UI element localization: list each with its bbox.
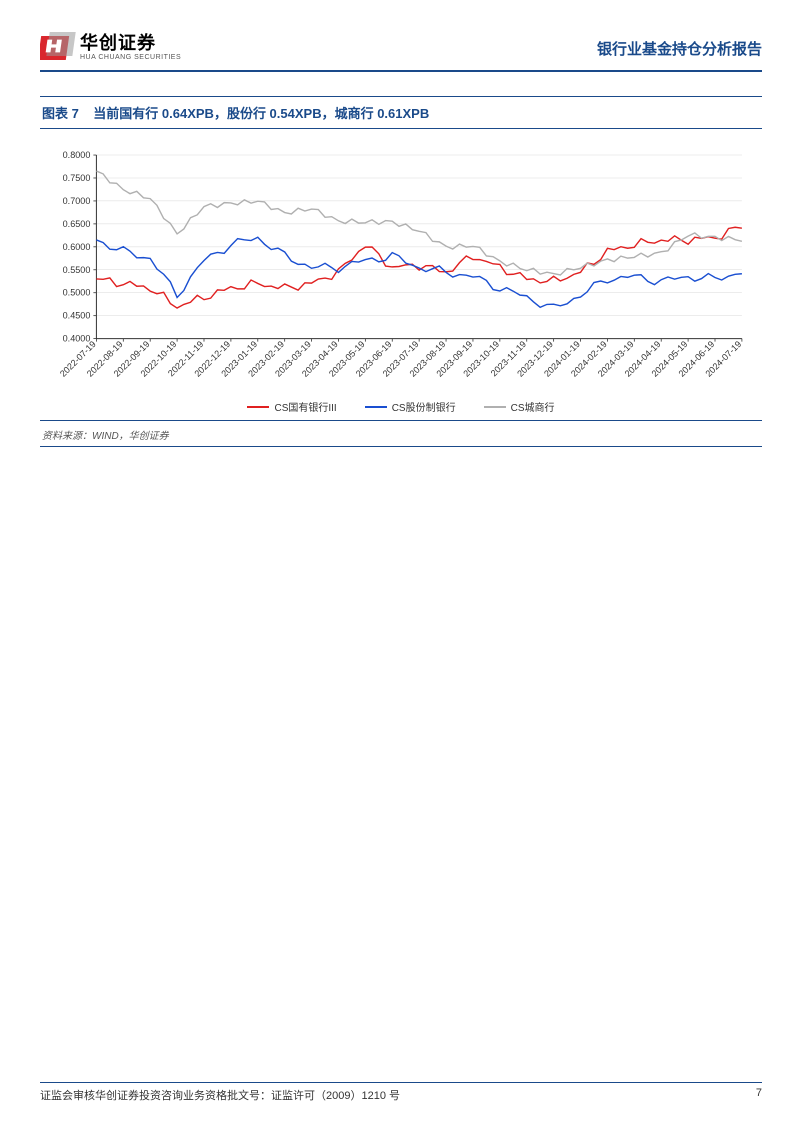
footer-license: 证监会审核华创证券投资咨询业务资格批文号：证监许可（2009）1210 号 <box>40 1087 400 1103</box>
header: 华创证券 HUA CHUANG SECURITIES 银行业基金持仓分析报告 <box>40 30 762 72</box>
logo-text-cn: 华创证券 <box>80 34 181 54</box>
svg-text:0.5000: 0.5000 <box>63 288 91 298</box>
legend-item: CS城商行 <box>484 399 555 414</box>
legend-label: CS城商行 <box>511 399 555 414</box>
svg-text:0.4500: 0.4500 <box>63 311 91 321</box>
chart-legend: CS国有银行III CS股份制银行 CS城商行 <box>48 399 754 414</box>
source-note: 资料来源：WIND，华创证券 <box>40 420 762 446</box>
svg-text:0.6000: 0.6000 <box>63 242 91 252</box>
page: 华创证券 HUA CHUANG SECURITIES 银行业基金持仓分析报告 图… <box>0 0 802 1133</box>
report-title: 银行业基金持仓分析报告 <box>597 38 762 59</box>
legend-color-line <box>247 406 269 408</box>
svg-text:0.4000: 0.4000 <box>63 334 91 344</box>
svg-text:0.6500: 0.6500 <box>63 219 91 229</box>
caption-prefix: 图表 7 <box>42 106 79 121</box>
figure-caption: 图表 7 当前国有行 0.64XPB，股份行 0.54XPB，城商行 0.61X… <box>40 97 762 129</box>
svg-text:0.8000: 0.8000 <box>63 150 91 160</box>
figure-section: 图表 7 当前国有行 0.64XPB，股份行 0.54XPB，城商行 0.61X… <box>40 96 762 447</box>
caption-text: 当前国有行 0.64XPB，股份行 0.54XPB，城商行 0.61XPB <box>93 106 429 121</box>
logo: 华创证券 HUA CHUANG SECURITIES <box>40 30 181 66</box>
svg-text:0.7000: 0.7000 <box>63 196 91 206</box>
footer: 证监会审核华创证券投资咨询业务资格批文号：证监许可（2009）1210 号 7 <box>40 1082 762 1103</box>
line-chart: 0.4000 0.4500 0.5000 0.5500 0.6000 0.6500 0.70… <box>48 143 754 393</box>
legend-color-line <box>484 406 506 408</box>
legend-label: CS国有银行III <box>274 399 336 414</box>
chart-container: 0.4000 0.4500 0.5000 0.5500 0.6000 0.6500 0.70… <box>40 129 762 420</box>
svg-text:0.5500: 0.5500 <box>63 265 91 275</box>
page-number: 7 <box>756 1087 762 1103</box>
legend-item: CS国有银行III <box>247 399 336 414</box>
logo-text-en: HUA CHUANG SECURITIES <box>80 54 181 62</box>
legend-color-line <box>365 406 387 408</box>
logo-icon <box>40 30 76 66</box>
legend-item: CS股份制银行 <box>365 399 456 414</box>
svg-text:0.7500: 0.7500 <box>63 173 91 183</box>
legend-label: CS股份制银行 <box>392 399 456 414</box>
